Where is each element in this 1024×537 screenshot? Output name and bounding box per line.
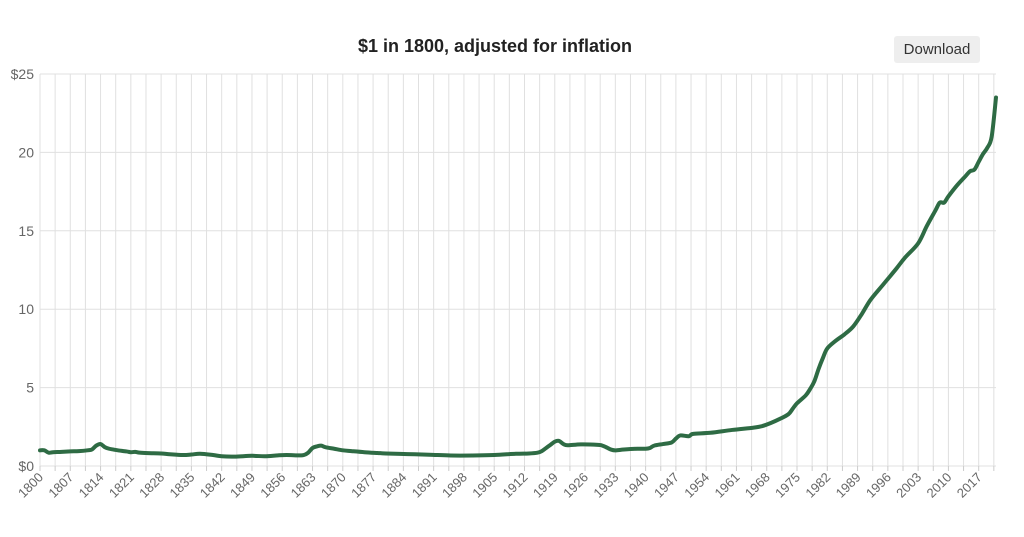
download-button[interactable]: Download (894, 36, 980, 63)
x-tick-label: 1849 (227, 470, 258, 501)
x-tick-label: 1954 (681, 470, 712, 501)
x-tick-label: 1807 (45, 470, 76, 501)
x-tick-label: 1961 (712, 470, 743, 501)
x-tick-label: 1800 (15, 470, 46, 501)
x-tick-label: 2003 (893, 470, 924, 501)
x-tick-label: 1940 (621, 470, 652, 501)
x-tick-label: 1898 (439, 470, 470, 501)
x-tick-label: 1856 (257, 470, 288, 501)
x-tick-label: 2017 (954, 470, 985, 501)
x-tick-label: 2010 (923, 470, 954, 501)
x-tick-label: 1933 (590, 470, 621, 501)
y-tick-label: 5 (26, 380, 34, 396)
x-tick-label: 1905 (469, 470, 500, 501)
x-tick-label: 1919 (530, 470, 561, 501)
x-tick-label: 1870 (318, 470, 349, 501)
chart-title: $1 in 1800, adjusted for inflation (357, 36, 633, 56)
series-line (38, 95, 998, 459)
x-tick-label: 1968 (742, 470, 773, 501)
x-tick-label: 1989 (833, 470, 864, 501)
x-tick-label: 1884 (378, 470, 409, 501)
x-tick-label: 1814 (76, 470, 107, 501)
x-tick-label: 1828 (136, 470, 167, 501)
x-tick-label: 1975 (772, 470, 803, 501)
x-tick-label: 1877 (348, 470, 379, 501)
x-tick-label: 1982 (802, 470, 833, 501)
x-tick-label: 1996 (863, 470, 894, 501)
x-tick-label: 1842 (197, 470, 228, 501)
x-tick-label: 1835 (166, 470, 197, 501)
y-tick-label: $25 (11, 66, 35, 82)
x-tick-label: 1926 (560, 470, 591, 501)
x-tick-label: 1912 (500, 470, 531, 501)
x-tick-label: 1821 (106, 470, 137, 501)
y-tick-label: $0 (18, 458, 34, 474)
x-tick-label: 1947 (651, 470, 682, 501)
y-tick-label: 15 (18, 223, 34, 239)
y-tick-label: 10 (18, 301, 34, 317)
x-tick-label: 1891 (409, 470, 440, 501)
x-tick-label: 1863 (288, 470, 319, 501)
y-tick-label: 20 (18, 144, 34, 160)
